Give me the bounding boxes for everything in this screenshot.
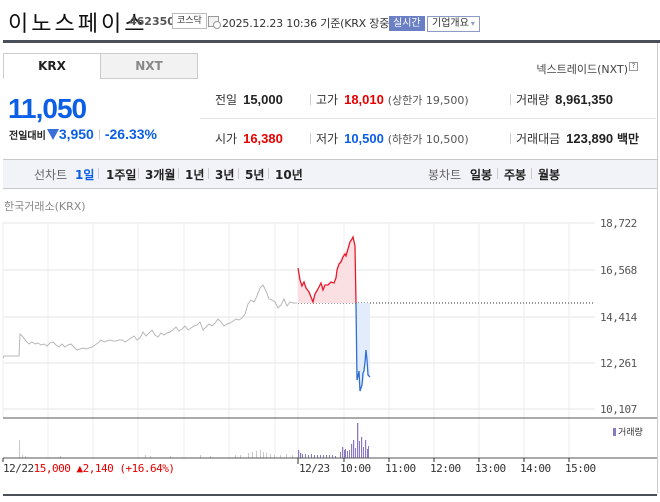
candle-monthly[interactable]: 월봉 (538, 168, 561, 182)
line-chart-label: 선차트 (34, 168, 68, 182)
info-value: 18,010 (344, 92, 384, 107)
nxt-link[interactable]: 넥스트레이드(NXT) (536, 63, 628, 76)
info-label: 고가 (316, 93, 339, 107)
company-info-button[interactable]: 기업개요 ▾ (427, 16, 480, 32)
x-tick: 13:00 (475, 462, 506, 475)
info-trade-value: 거래대금 123,890 백만 (510, 130, 639, 147)
info-label: 시가 (215, 132, 238, 146)
info-value: 8,961,350 (555, 92, 613, 107)
header-divider (3, 40, 660, 43)
quote-datetime: 2025.12.23 10:36 기준(KRX 장중) (222, 17, 394, 30)
exchange-label: 한국거래소(KRX) (4, 200, 86, 213)
x-tick: 11:00 (385, 462, 416, 475)
info-label: 저가 (316, 132, 339, 146)
change-amount: 3,950 (58, 126, 94, 142)
info-prev-close: 전일 15,000 (215, 91, 283, 108)
x-tick: 12/23 (299, 462, 330, 475)
price-chart[interactable] (0, 210, 660, 470)
prev-change-percent: (+16.64%) (119, 462, 175, 475)
candle-chart-label: 봉차트 (428, 168, 462, 182)
info-open: 시가 16,380 (215, 130, 283, 147)
volume-legend: 거래량 (613, 425, 643, 438)
price-change: 전일대비 3,950 -26.33% (9, 126, 157, 142)
info-label: 거래대금 (516, 132, 561, 146)
realtime-badge[interactable]: 실시간 (389, 16, 425, 31)
chevron-down-icon: ▾ (470, 19, 475, 28)
period-1w[interactable]: 1주일 (106, 168, 137, 182)
info-divider (200, 118, 656, 119)
info-high: 고가 18,010 (상한가 19,500) (310, 91, 469, 108)
chart-toolbar (3, 159, 657, 189)
prev-change: ▲2,140 (76, 462, 114, 475)
upper-limit: (상한가 19,500) (387, 94, 469, 107)
period-3m[interactable]: 3개월 (145, 168, 176, 182)
candle-weekly[interactable]: 주봉 (504, 168, 527, 182)
info-label: 전일 (215, 93, 238, 107)
info-unit: 백만 (617, 132, 640, 146)
prev-close-value: 15,000 (33, 462, 71, 475)
y-tick: 12,261 (600, 357, 637, 370)
clock-calendar-icon (208, 16, 221, 29)
separator (98, 129, 100, 140)
down-triangle-icon (46, 129, 59, 140)
volume-legend-label: 거래량 (618, 428, 643, 438)
y-tick: 14,414 (600, 311, 637, 324)
stock-name: 이노스페이스 (8, 12, 148, 37)
lower-limit: (하한가 10,500) (387, 133, 469, 146)
period-1y[interactable]: 1년 (185, 168, 205, 182)
panel-border (657, 43, 658, 493)
help-icon[interactable]: ? (629, 62, 638, 71)
period-10y[interactable]: 10년 (275, 168, 303, 182)
y-tick: 10,107 (600, 403, 637, 416)
info-label: 거래량 (516, 93, 550, 107)
prev-day-summary: 12/2215,000 ▲2,140 (+16.64%) (3, 462, 175, 475)
info-volume: 거래량 8,961,350 (510, 91, 613, 108)
tab-krx[interactable]: KRX (3, 53, 101, 79)
x-tick: 12:00 (430, 462, 461, 475)
stock-code: 462350 (129, 15, 175, 28)
market-badge: 코스닥 (172, 13, 207, 29)
current-price: 11,050 (8, 93, 87, 124)
x-tick: 10:00 (340, 462, 371, 475)
change-label: 전일대비 (9, 131, 46, 142)
tab-nxt[interactable]: NXT (100, 53, 198, 79)
volume-swatch-icon (613, 428, 616, 436)
info-value: 16,380 (243, 131, 283, 146)
x-tick: 14:00 (520, 462, 551, 475)
period-5y[interactable]: 5년 (245, 168, 265, 182)
info-value: 15,000 (243, 92, 283, 107)
y-tick: 16,568 (600, 264, 637, 277)
info-value: 123,890 (566, 131, 614, 146)
period-3y[interactable]: 3년 (215, 168, 235, 182)
info-low: 저가 10,500 (하한가 10,500) (310, 130, 469, 147)
bottom-divider (3, 494, 657, 496)
y-tick: 18,722 (600, 217, 637, 230)
change-percent: -26.33% (104, 126, 158, 142)
x-tick: 15:00 (565, 462, 596, 475)
period-1d[interactable]: 1일 (75, 168, 95, 182)
prev-date: 12/22 (3, 462, 34, 475)
candle-daily[interactable]: 일봉 (470, 168, 493, 182)
company-info-label: 기업개요 (432, 18, 469, 29)
info-value: 10,500 (344, 131, 384, 146)
